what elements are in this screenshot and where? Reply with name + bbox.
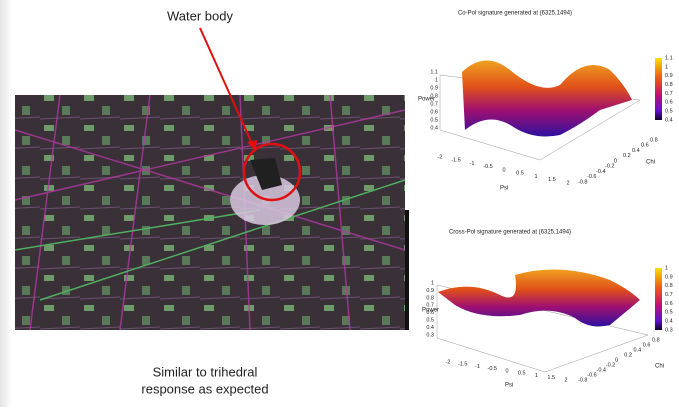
colorbar-label: 0.4 <box>665 117 673 123</box>
z-tick-label: 0.9 <box>430 85 438 91</box>
z-tick-label: 0.8 <box>426 295 434 301</box>
x-tick-label: -1 <box>475 364 480 370</box>
y-tick-label: 0.2 <box>623 153 631 159</box>
z-tick-label: 0.5 <box>430 117 438 123</box>
x-tick-label: -0.5 <box>483 164 492 170</box>
z-tick-label: 0.8 <box>430 93 438 99</box>
x-tick-label: -2 <box>438 154 443 160</box>
colorbar-label: 0.6 <box>665 301 673 307</box>
colorbar-label: 0.9 <box>665 73 673 79</box>
colorbar-label: 0.7 <box>665 91 673 97</box>
satellite-image <box>15 95 409 330</box>
z-tick-label: 1 <box>435 77 438 83</box>
y-tick-label: 0.4 <box>634 347 642 353</box>
colorbar-label: 0.5 <box>665 109 673 115</box>
colorbar-label: 1.1 <box>665 55 673 61</box>
y-tick-label: -0.8 <box>578 179 587 185</box>
y-tick-label: 0 <box>614 158 617 164</box>
y-tick-label: -0.6 <box>587 174 596 180</box>
x-tick-label: -1 <box>470 161 475 167</box>
colorbar-label: 0.8 <box>665 82 673 88</box>
z-tick-label: 0.3 <box>426 332 434 338</box>
x-tick-label: -0.5 <box>488 366 497 372</box>
y-tick-label: 0.8 <box>652 337 660 343</box>
plot-title: Cross-Pol signature generated at (6325,1… <box>449 230 571 236</box>
axis-label: Psi <box>505 383 513 389</box>
x-tick-label: 1.5 <box>548 177 556 183</box>
colorbar-label: 0.5 <box>665 310 673 316</box>
axis-label: Chi <box>646 160 655 166</box>
y-tick-label: -0.4 <box>596 169 605 175</box>
x-tick-label: 1 <box>535 373 538 379</box>
y-tick-label: -0.2 <box>606 362 615 368</box>
z-tick-label: 0.9 <box>426 288 434 294</box>
z-tick-label: 0.6 <box>430 109 438 115</box>
z-tick-label: 0.5 <box>426 318 434 324</box>
callout: Water body <box>167 8 233 23</box>
y-tick-label: 0.6 <box>643 342 651 348</box>
colorbar-label: 0.3 <box>665 327 673 333</box>
x-tick-label: 2 <box>564 377 567 383</box>
plot-title: Co-Pol signature generated at (6325,1494… <box>458 11 572 17</box>
y-tick-label: 0.6 <box>641 143 649 149</box>
x-tick-label: -1.5 <box>458 362 467 368</box>
y-tick-label: 0.4 <box>632 148 640 154</box>
x-tick-label: 0.5 <box>518 371 526 377</box>
y-tick-label: 0.8 <box>650 137 658 143</box>
colorbar-label: 0.6 <box>665 100 673 106</box>
x-tick-label: 0.5 <box>516 171 524 177</box>
colorbar-label: 1 <box>665 265 668 271</box>
caption: Similar to trihedral <box>153 364 258 379</box>
colorbar-label: 1 <box>665 64 668 70</box>
z-tick-label: 0.6 <box>426 310 434 316</box>
edge-shade <box>0 0 12 407</box>
x-tick-label: 0 <box>505 368 508 374</box>
z-tick-label: 0.7 <box>430 101 438 107</box>
z-tick-label: 0.4 <box>430 125 438 131</box>
y-tick-label: -0.8 <box>578 377 587 383</box>
caption: response as expected <box>141 381 268 396</box>
y-tick-label: 0.2 <box>624 352 632 358</box>
slide: Water body Similar to trihedral response… <box>0 0 679 407</box>
x-tick-label: -1.5 <box>451 158 460 164</box>
z-tick-label: 1.1 <box>430 69 438 75</box>
z-tick-label: 0.4 <box>426 325 434 331</box>
x-tick-label: -2 <box>446 359 451 365</box>
axis-label: Psi <box>500 186 508 192</box>
x-tick-label: 1 <box>534 174 537 180</box>
x-tick-label: 2 <box>566 180 569 186</box>
z-tick-label: 0.7 <box>426 303 434 309</box>
x-tick-label: 0 <box>502 167 505 173</box>
colorbar-label: 0.7 <box>665 292 673 298</box>
x-tick-label: 1.5 <box>547 375 555 381</box>
y-tick-label: 0 <box>615 357 618 363</box>
y-tick-label: -0.6 <box>587 372 596 378</box>
z-tick-label: 1 <box>431 280 434 286</box>
axis-label: Chi <box>655 364 664 370</box>
colorbar-label: 0.4 <box>665 319 673 325</box>
y-tick-label: -0.2 <box>605 164 614 170</box>
y-tick-label: -0.4 <box>597 367 606 373</box>
colorbar-label: 0.8 <box>665 283 673 289</box>
colorbar-label: 0.9 <box>665 274 673 280</box>
